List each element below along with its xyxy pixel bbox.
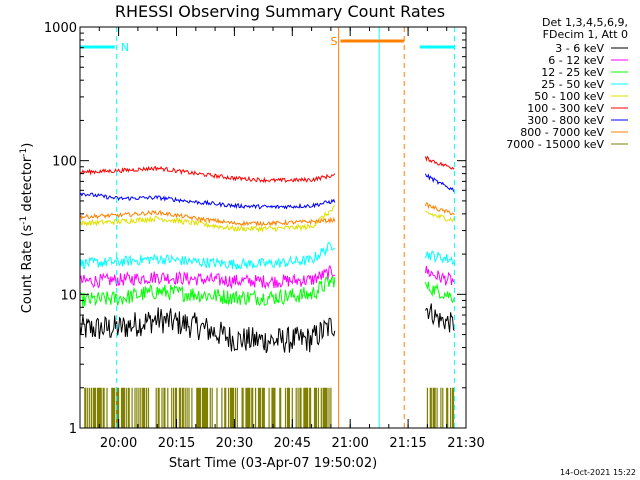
legend-header-line-1: Det 1,3,4,5,6,9,: [542, 16, 628, 29]
plot-frame: [79, 26, 467, 429]
series-300-to-800keV: [79, 173, 455, 210]
series-segment: [79, 264, 336, 290]
legend-label-2: 12 - 25 keV: [541, 66, 604, 79]
legend-label-0: 3 - 6 keV: [555, 42, 604, 55]
x-axis: 20:00 20:15 20:30 20:45 21:00 21:15 21:30: [79, 27, 485, 451]
series-50-to-100keV: [79, 205, 455, 234]
y-tick-label: 10: [60, 288, 77, 303]
legend-label-7: 800 - 7000 keV: [520, 126, 604, 139]
series-3-to-6keV: [79, 303, 455, 354]
x-axis-label: Start Time (03-Apr-07 19:50:02): [169, 456, 377, 471]
series-segment: [425, 202, 455, 216]
series-segment: [426, 387, 455, 428]
series-segment: [79, 205, 336, 234]
generated-timestamp: 14-Oct-2021 15:22: [560, 468, 636, 477]
series-segment: [425, 281, 455, 304]
series-segment: [425, 249, 455, 265]
legend-label-5: 100 - 300 keV: [527, 102, 604, 115]
series-segment: [425, 303, 455, 333]
plot-area: [79, 155, 455, 428]
series-segment: [79, 209, 336, 227]
series-segment: [425, 265, 455, 286]
legend-label-3: 25 - 50 keV: [541, 78, 604, 91]
x-tick-label: 20:30: [216, 436, 253, 451]
y-axis: 1 10 100 1000: [44, 21, 466, 437]
series-segment: [425, 173, 455, 193]
y-tick-label: 100: [52, 155, 77, 170]
bar-label-N: N: [121, 41, 129, 54]
legend-label-1: 6 - 12 keV: [548, 54, 604, 67]
series-800-to-7000keV: [79, 202, 455, 227]
legend-label-6: 300 - 800 keV: [527, 114, 604, 127]
series-25-to-50keV: [79, 241, 455, 270]
x-tick-label: 20:45: [274, 436, 311, 451]
x-tick-label: 21:15: [389, 436, 426, 451]
series-segment: [84, 387, 332, 428]
y-tick-label: 1000: [44, 21, 77, 36]
x-tick-label: 20:15: [158, 436, 195, 451]
series-segment: [79, 307, 336, 354]
y-tick-label: 1: [69, 422, 77, 437]
series-segment: [79, 192, 336, 210]
series-segment: [79, 165, 336, 184]
series-6-to-12keV: [79, 264, 455, 290]
legend-header-line-2: FDecim 1, Att 0: [543, 28, 628, 41]
bar-label-S: S: [331, 35, 338, 48]
series-12-to-25keV: [79, 275, 455, 309]
series-7000-to-15000keV: [84, 387, 455, 428]
x-tick-label: 20:00: [100, 436, 137, 451]
y-axis-label: Count Rate (s-1 detector-1): [19, 143, 35, 314]
legend-label-4: 50 - 100 keV: [534, 90, 604, 103]
x-tick-label: 21:00: [331, 436, 368, 451]
series-segment: [79, 275, 336, 309]
series-segment: [79, 241, 336, 270]
x-tick-label: 21:30: [447, 436, 484, 451]
legend: Det 1,3,4,5,6,9, FDecim 1, Att 0 3 - 6 k…: [506, 16, 628, 151]
legend-label-8: 7000 - 15000 keV: [506, 138, 604, 151]
series-segment: [425, 210, 455, 223]
series-segment: [425, 155, 455, 170]
chart-title: RHESSI Observing Summary Count Rates: [115, 2, 445, 21]
series-100-to-300keV: [79, 155, 455, 184]
